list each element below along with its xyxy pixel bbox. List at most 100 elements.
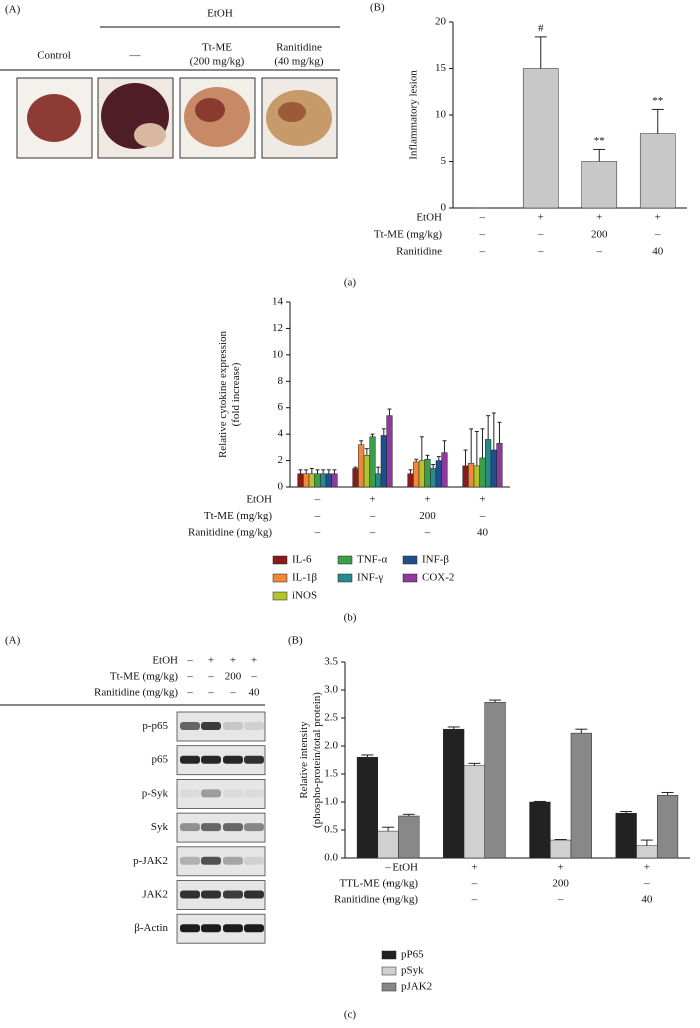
condition-value: – (537, 229, 544, 241)
bar (435, 460, 442, 488)
bar (570, 732, 592, 859)
condition-label: TTL-ME (mg/kg) (339, 878, 418, 890)
condition-value: + (369, 494, 375, 506)
legend-label: TNF-α (357, 554, 387, 566)
bar (377, 830, 399, 859)
condition-value: 40 (477, 527, 489, 539)
legend-swatch (272, 555, 288, 565)
legend-label: pP65 (401, 949, 424, 961)
panel-label: (B) (370, 2, 385, 14)
blot-frame (176, 779, 266, 809)
bar (418, 460, 425, 488)
bar (352, 468, 359, 488)
bar (473, 465, 480, 488)
bar (639, 133, 676, 209)
significance-marker: ** (652, 95, 663, 107)
condition-value: + (655, 212, 661, 224)
y-axis-label: (fold increase) (230, 362, 242, 426)
blot-band (223, 755, 243, 764)
blot-frame (176, 846, 266, 877)
y-tick-label: 12 (272, 322, 283, 334)
bar (325, 473, 332, 488)
condition-value: + (208, 655, 214, 667)
condition-value: 200 (419, 510, 436, 522)
condition-value: – (479, 510, 486, 522)
condition-value: 40 (652, 246, 664, 258)
blot-label: p-p65 (142, 720, 168, 732)
y-tick-label: 14 (272, 296, 284, 308)
condition-label: Ranitidine (mg/kg) (334, 894, 418, 906)
blot-band (180, 823, 200, 832)
blot-band (244, 789, 264, 798)
legend-label: pJAK2 (401, 981, 432, 993)
photo-tissue (27, 94, 81, 142)
blot-label: β-Actin (134, 922, 168, 934)
blot-band (180, 722, 200, 730)
condition-value: – (207, 687, 214, 699)
blot-band (180, 755, 200, 764)
blot-band (201, 890, 221, 899)
bar (375, 473, 382, 488)
bar (490, 449, 497, 488)
blot-band (244, 722, 264, 730)
y-tick-label: 2.0 (324, 740, 338, 752)
blot-band (201, 722, 221, 730)
y-tick-label: 20 (435, 16, 447, 28)
condition-value: + (644, 862, 650, 874)
legend-swatch (402, 573, 418, 583)
legend-label: INF-γ (357, 572, 383, 584)
bar (424, 459, 431, 488)
y-tick-label: 10 (272, 348, 284, 360)
panel-label: (A) (5, 635, 21, 647)
column-label: — (129, 50, 142, 62)
condition-label: EtOH (152, 655, 178, 667)
y-tick-label: 6 (278, 401, 284, 413)
blot-band (201, 856, 221, 865)
y-tick-label: 2.5 (324, 712, 338, 724)
bar (303, 473, 310, 488)
bar (297, 473, 304, 488)
bar (485, 439, 492, 488)
condition-value: – (369, 510, 376, 522)
condition-value: – (557, 894, 564, 906)
blot-band (244, 924, 264, 933)
condition-value: – (314, 494, 321, 506)
panel-label: (A) (5, 4, 21, 16)
blot-band (223, 890, 243, 899)
bar (331, 473, 338, 488)
condition-value: – (596, 246, 603, 258)
condition-value: – (479, 212, 486, 224)
condition-value: 40 (249, 687, 261, 699)
blot-label: p65 (152, 754, 169, 766)
legend-label: IL-6 (292, 554, 312, 566)
condition-value: – (314, 510, 321, 522)
blot-band (223, 789, 243, 798)
condition-label: Tt-ME (mg/kg) (204, 510, 272, 522)
legend-swatch (272, 591, 288, 601)
bar (380, 435, 387, 488)
legend-swatch (337, 555, 353, 565)
condition-value: – (424, 527, 431, 539)
legend-swatch (402, 555, 418, 565)
condition-label: EtOH (246, 494, 272, 506)
condition-label: Tt-ME (mg/kg) (374, 229, 442, 241)
blot-band (201, 789, 221, 798)
condition-value: – (479, 246, 486, 258)
caption: (b) (344, 612, 357, 624)
condition-value: – (471, 894, 478, 906)
condition-value: + (251, 655, 257, 667)
photo-tissue (278, 102, 306, 122)
blot-band (180, 924, 200, 933)
bar (462, 465, 469, 488)
bar (363, 455, 370, 488)
column-label: (200 mg/kg) (190, 56, 245, 68)
y-tick-label: 0 (441, 202, 447, 214)
bar (441, 452, 448, 488)
condition-value: – (186, 687, 193, 699)
bar (398, 815, 420, 859)
column-label: Tt-ME (202, 42, 232, 54)
y-tick-label: 3.5 (324, 656, 338, 668)
condition-value: – (384, 878, 391, 890)
significance-marker: # (538, 22, 544, 34)
legend-swatch (272, 573, 288, 583)
